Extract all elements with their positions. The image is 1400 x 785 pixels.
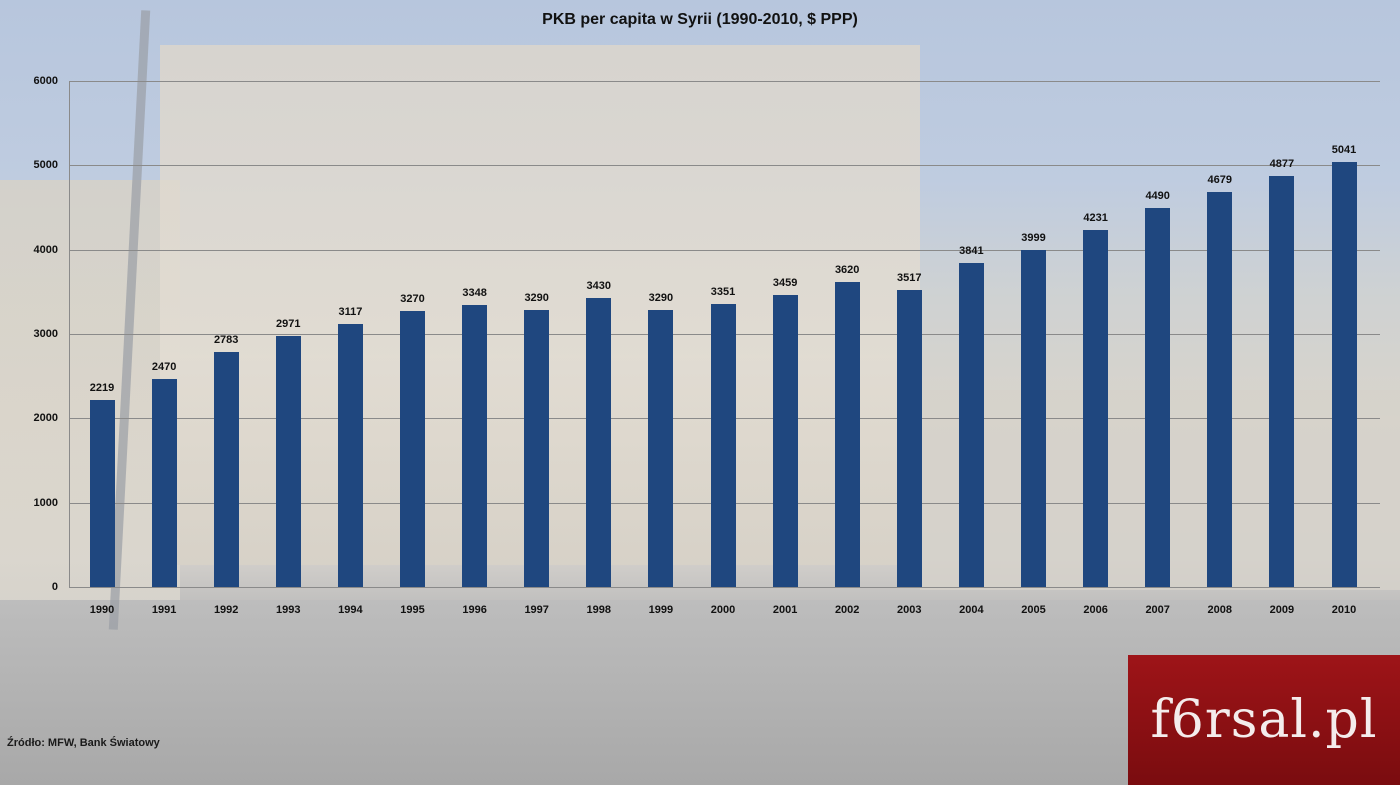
bar-value-label: 3290: [648, 291, 674, 304]
bar-value-label: 2783: [213, 334, 239, 347]
plot-area: 2219 2470 2783 2971 3117 3270 3348 3290 3430 3290…: [69, 81, 1380, 588]
gridline: [69, 587, 1380, 588]
bar-1990: [89, 399, 115, 587]
gridline: [69, 81, 1380, 82]
bar-2008: [1207, 192, 1233, 587]
bar-value-label: 3459: [772, 277, 798, 290]
bar-value-label: 3351: [710, 286, 736, 299]
bar-value-label: 3290: [524, 291, 549, 304]
bar-value-label: 4877: [1269, 157, 1295, 170]
y-tick-label: 3000: [33, 328, 58, 340]
bar-value-label: 5041: [1331, 143, 1357, 156]
x-tick-label: 2000: [710, 604, 736, 616]
bar-2002: [834, 281, 860, 587]
x-tick-label: 2007: [1145, 604, 1170, 616]
x-tick-label: 2010: [1331, 604, 1357, 616]
bar-2001: [772, 295, 798, 587]
bar-1994: [337, 324, 363, 587]
y-tick-label: 1000: [33, 496, 58, 509]
bar-value-label: 2971: [276, 318, 301, 331]
forsal-logo: f6rsal.pl: [1128, 655, 1400, 785]
bar-2007: [1145, 208, 1171, 587]
bar-value-label: 3620: [834, 263, 860, 276]
bar-value-label: 2470: [151, 360, 177, 373]
logo-text: f6rsal.pl: [1150, 690, 1378, 750]
x-tick-label: 1990: [89, 604, 115, 616]
x-tick-label: 1993: [276, 604, 301, 616]
y-tick-label: 2000: [33, 412, 58, 425]
source-note: Źródło: MFW, Bank Światowy: [7, 737, 160, 749]
x-tick-label: 1995: [400, 604, 425, 616]
chart-title: PKB per capita w Syrii (1990-2010, $ PPP…: [542, 11, 858, 28]
x-tick-label: 2006: [1083, 604, 1108, 616]
x-tick-label: 1999: [648, 604, 674, 616]
x-tick-label: 1992: [213, 604, 239, 616]
bar-value-label: 4490: [1145, 190, 1170, 203]
bar-2009: [1269, 175, 1295, 587]
bar-1993: [275, 336, 301, 587]
y-tick-label: 4000: [33, 243, 58, 256]
x-tick-label: 1996: [462, 604, 487, 616]
y-tick-label: 0: [51, 581, 58, 593]
bar-2003: [896, 290, 922, 587]
gridline: [69, 165, 1380, 167]
bar-1991: [151, 378, 177, 587]
x-tick-label: 2009: [1269, 604, 1295, 616]
gridline: [69, 249, 1380, 251]
bar-2000: [710, 304, 736, 587]
bar-value-label: 3430: [586, 279, 612, 292]
bar-1998: [586, 297, 612, 587]
bar-2005: [1021, 249, 1046, 587]
x-tick-label: 2002: [834, 604, 860, 616]
x-tick-label: 1994: [338, 604, 363, 616]
x-tick-label: 2008: [1207, 604, 1233, 616]
x-tick-label: 2003: [897, 604, 922, 616]
bar-value-label: 4231: [1083, 212, 1108, 225]
bar-value-label: 3348: [462, 286, 487, 299]
bar-1999: [648, 309, 674, 587]
bar-2006: [1083, 230, 1109, 587]
bar-1997: [524, 309, 550, 587]
bar-value-label: 3270: [400, 293, 425, 306]
x-tick-label: 2004: [959, 604, 984, 616]
y-tick-label: 6000: [33, 75, 58, 87]
x-tick-label: 2005: [1021, 604, 1046, 616]
y-tick-label: 5000: [33, 159, 58, 172]
bar-value-label: 3841: [959, 245, 984, 258]
bar-value-label: 3117: [338, 306, 363, 319]
x-tick-label: 1991: [151, 604, 177, 616]
bar-1995: [400, 311, 425, 587]
bar-2004: [958, 263, 984, 587]
bar-2010: [1331, 161, 1357, 587]
x-tick-label: 1997: [524, 604, 549, 616]
bar-1996: [462, 304, 488, 587]
bar-value-label: 3517: [897, 272, 922, 285]
bar-value-label: 2219: [89, 381, 115, 394]
x-tick-label: 2001: [772, 604, 798, 616]
bar-value-label: 3999: [1021, 231, 1046, 244]
bar-value-label: 4679: [1207, 174, 1233, 187]
x-tick-label: 1998: [586, 604, 612, 616]
bar-1992: [213, 352, 239, 587]
